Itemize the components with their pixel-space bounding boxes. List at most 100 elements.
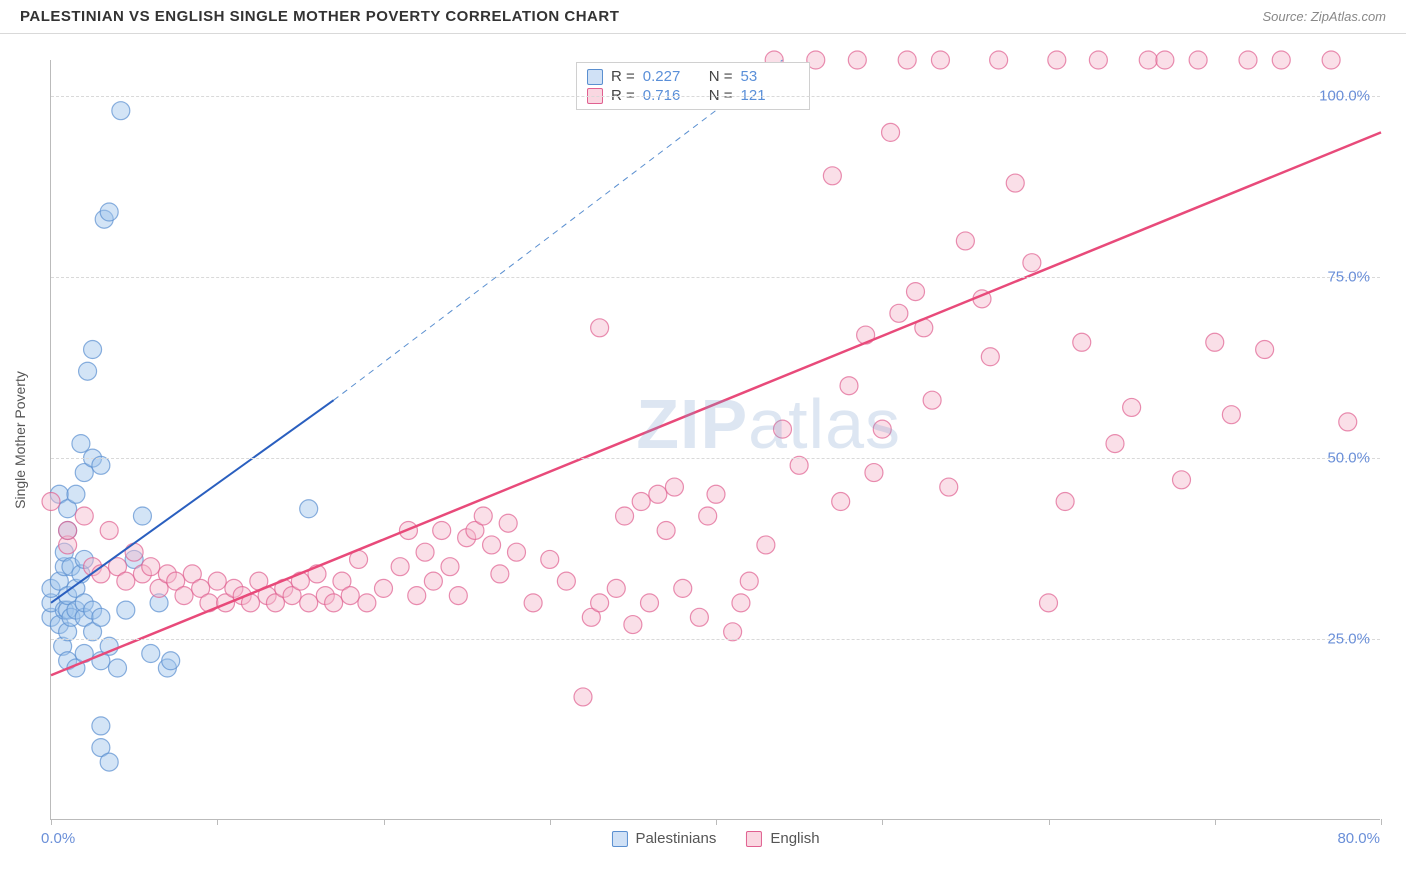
- chart-source: Source: ZipAtlas.com: [1262, 9, 1386, 24]
- gridline: [51, 96, 1380, 97]
- x-tick-mark: [882, 819, 883, 825]
- n-value-palestinians: 53: [741, 68, 799, 85]
- data-point: [1073, 333, 1091, 351]
- correlation-legend: R = 0.227 N = 53 R = 0.716 N = 121: [576, 62, 810, 110]
- data-point: [607, 579, 625, 597]
- data-point: [1048, 51, 1066, 69]
- data-point: [931, 51, 949, 69]
- data-point: [117, 572, 135, 590]
- data-point: [300, 594, 318, 612]
- data-point: [940, 478, 958, 496]
- data-point: [981, 348, 999, 366]
- data-point: [674, 579, 692, 597]
- bottom-legend: Palestinians English: [611, 830, 819, 847]
- data-point: [449, 587, 467, 605]
- y-tick-label: 100.0%: [1319, 88, 1370, 105]
- data-point: [72, 435, 90, 453]
- data-point: [92, 608, 110, 626]
- data-point: [175, 587, 193, 605]
- data-point: [208, 572, 226, 590]
- y-tick-label: 75.0%: [1327, 269, 1370, 286]
- data-point: [624, 616, 642, 634]
- data-point: [757, 536, 775, 554]
- data-point: [1040, 594, 1058, 612]
- data-point: [491, 565, 509, 583]
- data-point: [1089, 51, 1107, 69]
- data-point: [591, 594, 609, 612]
- data-point: [1173, 471, 1191, 489]
- chart-title: PALESTINIAN VS ENGLISH SINGLE MOTHER POV…: [20, 8, 619, 25]
- data-point: [142, 645, 160, 663]
- data-point: [508, 543, 526, 561]
- data-point: [1006, 174, 1024, 192]
- data-point: [300, 500, 318, 518]
- x-tick-mark: [51, 819, 52, 825]
- data-point: [375, 579, 393, 597]
- data-point: [1156, 51, 1174, 69]
- gridline: [51, 639, 1380, 640]
- data-point: [1322, 51, 1340, 69]
- data-point: [79, 362, 97, 380]
- data-point: [433, 521, 451, 539]
- data-point: [1206, 333, 1224, 351]
- x-tick-mark: [1381, 819, 1382, 825]
- data-point: [699, 507, 717, 525]
- data-point: [483, 536, 501, 554]
- data-point: [641, 594, 659, 612]
- data-point: [162, 652, 180, 670]
- swatch-pink-icon: [746, 831, 762, 847]
- data-point: [133, 507, 151, 525]
- data-point: [117, 601, 135, 619]
- data-point: [42, 493, 60, 511]
- x-tick-mark: [716, 819, 717, 825]
- data-point: [541, 550, 559, 568]
- scatter-svg: [51, 60, 1380, 819]
- data-point: [665, 478, 683, 496]
- data-point: [416, 543, 434, 561]
- data-point: [358, 594, 376, 612]
- data-point: [424, 572, 442, 590]
- gridline: [51, 458, 1380, 459]
- data-point: [873, 420, 891, 438]
- data-point: [1222, 406, 1240, 424]
- data-point: [907, 283, 925, 301]
- data-point: [408, 587, 426, 605]
- data-point: [100, 753, 118, 771]
- data-point: [92, 717, 110, 735]
- swatch-blue-icon: [611, 831, 627, 847]
- data-point: [1139, 51, 1157, 69]
- data-point: [732, 594, 750, 612]
- data-point: [499, 514, 517, 532]
- gridline: [51, 277, 1380, 278]
- data-point: [100, 203, 118, 221]
- data-point: [774, 420, 792, 438]
- data-point: [325, 594, 343, 612]
- y-tick-label: 50.0%: [1327, 450, 1370, 467]
- swatch-blue-icon: [587, 69, 603, 85]
- data-point: [84, 341, 102, 359]
- x-tick-mark: [1049, 819, 1050, 825]
- r-value-palestinians: 0.227: [643, 68, 701, 85]
- x-tick-mark: [384, 819, 385, 825]
- data-point: [649, 485, 667, 503]
- legend-item-english: English: [746, 830, 819, 847]
- data-point: [1123, 398, 1141, 416]
- y-axis-label: Single Mother Poverty: [12, 371, 28, 509]
- data-point: [142, 558, 160, 576]
- legend-row-palestinians: R = 0.227 N = 53: [587, 67, 799, 86]
- x-tick-mark: [217, 819, 218, 825]
- x-tick-mark: [550, 819, 551, 825]
- data-point: [1256, 341, 1274, 359]
- data-point: [1106, 435, 1124, 453]
- data-point: [990, 51, 1008, 69]
- data-point: [474, 507, 492, 525]
- data-point: [341, 587, 359, 605]
- data-point: [1189, 51, 1207, 69]
- data-point: [882, 123, 900, 141]
- data-point: [112, 102, 130, 120]
- data-point: [557, 572, 575, 590]
- legend-label-palestinians: Palestinians: [635, 830, 716, 847]
- data-point: [1023, 254, 1041, 272]
- data-point: [100, 521, 118, 539]
- x-tick-mark: [1215, 819, 1216, 825]
